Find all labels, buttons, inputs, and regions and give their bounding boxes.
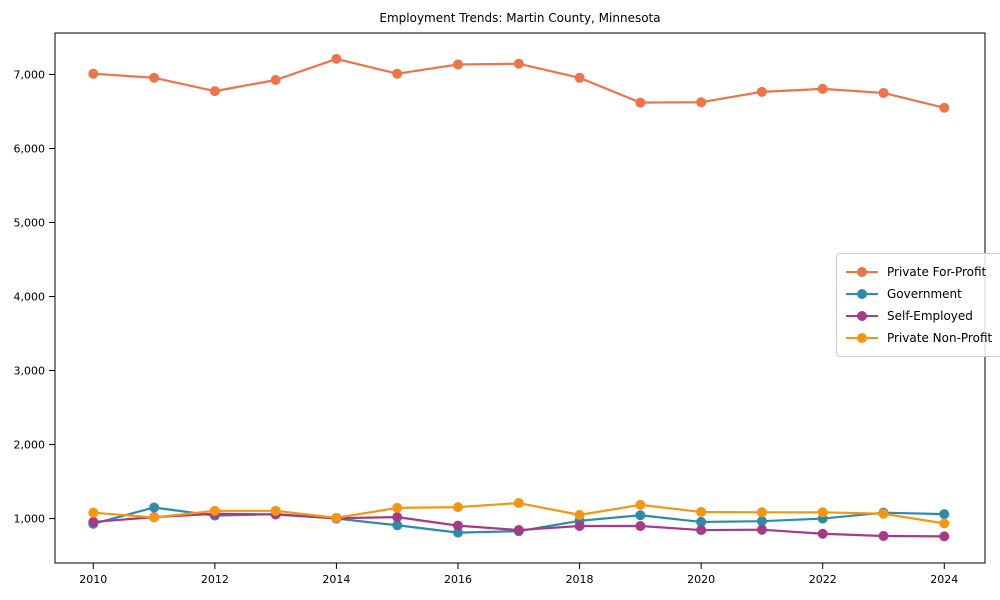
data-point-private-for-profit-2015 [392, 68, 403, 79]
data-point-government-2016 [453, 527, 463, 538]
legend-label: Government [887, 287, 962, 301]
y-tick-label: 5,000 [14, 216, 46, 229]
y-tick-label: 4,000 [14, 291, 46, 304]
data-point-self-employed-2010 [88, 516, 99, 527]
data-point-private-non-profit-2020 [696, 506, 707, 517]
data-point-private-for-profit-2024 [939, 102, 950, 113]
data-point-private-for-profit-2018 [574, 72, 585, 83]
data-point-private-for-profit-2016 [453, 59, 463, 70]
data-point-private-for-profit-2011 [149, 72, 160, 83]
legend-entry-government: Government [846, 283, 992, 305]
data-point-self-employed-2018 [574, 520, 585, 531]
y-tick-label: 3,000 [14, 365, 46, 378]
data-point-private-non-profit-2016 [453, 502, 463, 513]
data-point-self-employed-2021 [756, 524, 767, 535]
x-tick-label: 2014 [322, 573, 350, 586]
data-point-private-non-profit-2018 [574, 509, 585, 520]
legend-entry-private-non-profit: Private Non-Profit [846, 327, 992, 349]
data-point-self-employed-2024 [939, 531, 950, 542]
data-point-private-for-profit-2014 [331, 53, 342, 64]
x-tick-label: 2024 [930, 573, 958, 586]
data-point-government-2021 [756, 516, 767, 527]
data-point-private-non-profit-2024 [939, 518, 950, 529]
data-point-private-for-profit-2021 [756, 86, 767, 97]
chart-title: Employment Trends: Martin County, Minnes… [379, 11, 661, 25]
x-tick-label: 2012 [201, 573, 229, 586]
data-point-self-employed-2019 [635, 520, 646, 531]
data-point-private-non-profit-2023 [878, 508, 889, 519]
data-point-self-employed-2020 [696, 525, 707, 536]
data-point-government-2011 [149, 502, 160, 513]
data-point-private-for-profit-2019 [635, 97, 646, 108]
data-point-self-employed-2016 [453, 520, 463, 531]
data-point-private-non-profit-2014 [331, 512, 342, 523]
data-point-private-non-profit-2021 [756, 507, 767, 518]
legend: Private For-Profit Government Self-Emplo… [836, 253, 1000, 357]
data-point-private-for-profit-2023 [878, 87, 889, 98]
data-point-private-non-profit-2010 [88, 507, 99, 518]
line-marker-icon [846, 289, 878, 299]
y-tick-label: 7,000 [14, 68, 46, 81]
data-point-government-2020 [696, 516, 707, 527]
line-marker-icon [846, 267, 878, 277]
y-tick-label: 6,000 [14, 142, 46, 155]
data-point-private-non-profit-2012 [209, 505, 220, 516]
data-point-self-employed-2022 [817, 528, 828, 539]
data-point-self-employed-2017 [513, 525, 524, 536]
y-tick-label: 1,000 [14, 513, 46, 526]
data-point-self-employed-2015 [392, 512, 403, 523]
data-point-self-employed-2023 [878, 530, 889, 541]
data-point-private-for-profit-2020 [696, 97, 707, 108]
data-point-private-for-profit-2013 [270, 75, 281, 86]
data-point-government-2019 [635, 510, 646, 521]
data-point-private-for-profit-2010 [88, 68, 99, 79]
data-point-government-2024 [939, 509, 950, 520]
y-tick-label: 2,000 [14, 439, 46, 452]
x-tick-label: 2010 [79, 573, 107, 586]
x-tick-label: 2016 [444, 573, 472, 586]
data-point-government-2015 [392, 520, 403, 531]
x-tick-label: 2022 [809, 573, 837, 586]
data-point-private-non-profit-2015 [392, 502, 403, 513]
data-point-private-non-profit-2022 [817, 507, 828, 518]
legend-label: Private For-Profit [887, 265, 987, 279]
data-point-private-for-profit-2017 [513, 58, 524, 69]
line-marker-icon [846, 311, 878, 321]
legend-entry-self-employed: Self-Employed [846, 305, 992, 327]
data-point-private-non-profit-2019 [635, 499, 646, 510]
legend-entry-private-for-profit: Private For-Profit [846, 261, 992, 283]
legend-label: Self-Employed [887, 309, 973, 323]
x-tick-label: 2020 [687, 573, 715, 586]
line-marker-icon [846, 333, 878, 343]
x-tick-label: 2018 [566, 573, 594, 586]
data-point-private-non-profit-2013 [270, 505, 281, 516]
data-point-private-non-profit-2011 [149, 512, 160, 523]
data-point-private-for-profit-2012 [209, 86, 220, 97]
data-point-private-for-profit-2022 [817, 83, 828, 94]
legend-label: Private Non-Profit [887, 331, 993, 345]
data-point-private-non-profit-2017 [513, 498, 524, 509]
